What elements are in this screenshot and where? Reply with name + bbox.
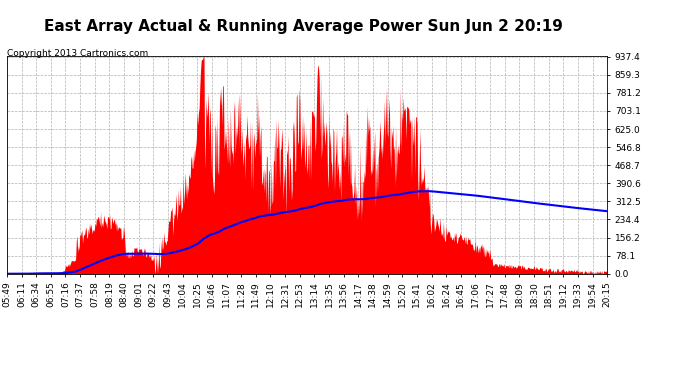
Text: Copyright 2013 Cartronics.com: Copyright 2013 Cartronics.com [7,49,148,58]
Text: East Array Actual & Running Average Power Sun Jun 2 20:19: East Array Actual & Running Average Powe… [44,19,563,34]
